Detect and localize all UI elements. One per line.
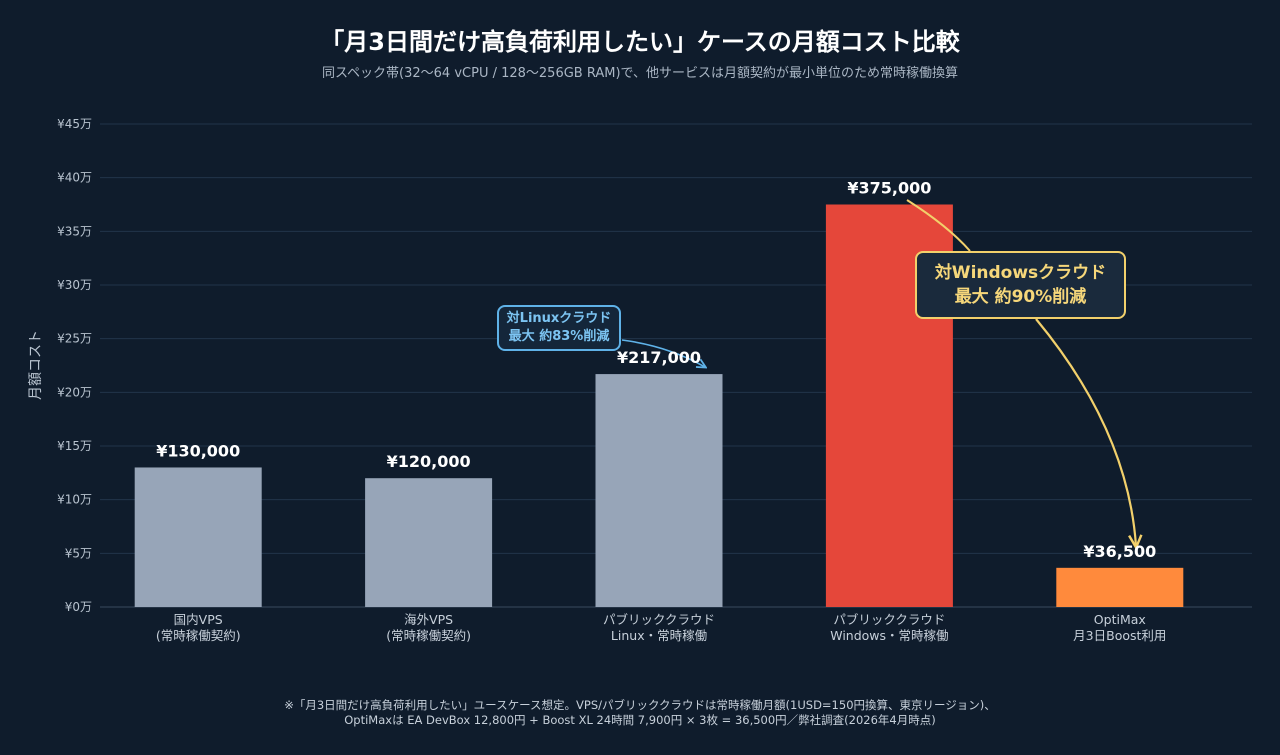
y-tick-label: ¥25万 [57,332,92,346]
y-tick-label: ¥40万 [57,171,92,185]
linux-callout-line1: 対Linuxクラウド [506,311,612,326]
y-tick-label: ¥30万 [57,278,92,292]
y-tick-label: ¥10万 [57,493,92,507]
footnote-line2: OptiMaxは EA DevBox 12,800円 + Boost XL 24… [344,713,936,727]
x-tick-label: Windows・常時稼働 [830,628,948,643]
y-axis-label: 月額コスト [28,330,44,400]
x-tick-label: OptiMax [1094,612,1146,627]
windows-annotation-arrow [1035,318,1136,546]
y-tick-label: ¥35万 [57,224,92,238]
windows-annotation-arrow-top [906,199,971,252]
footnote: ※「月3日間だけ高負荷利用したい」ユースケース想定。VPS/パブリッククラウドは… [0,698,1280,728]
y-tick-label: ¥45万 [57,117,92,131]
bar-value-label: ¥217,000 [617,348,701,367]
x-tick-label: 月3日Boost利用 [1073,628,1166,643]
x-tick-label: 国内VPS [174,612,223,627]
windows-callout-line2: 最大 約90%削減 [954,287,1087,307]
x-tick-label: Linux・常時稼働 [611,628,707,643]
y-tick-label: ¥20万 [57,385,92,399]
y-tick-label: ¥15万 [57,439,92,453]
bar [134,467,262,607]
linux-callout-line2: 最大 約83%削減 [508,329,610,344]
x-tick-label: 海外VPS [404,612,453,627]
chart-subtitle: 同スペック帯(32〜64 vCPU / 128〜256GB RAM)で、他サービ… [321,66,959,81]
bar-value-label: ¥36,500 [1083,542,1156,561]
x-tick-label: パブリッククラウド [833,612,945,627]
x-tick-label: パブリッククラウド [603,612,715,627]
bar-value-label: ¥375,000 [847,179,931,198]
y-tick-label: ¥0万 [65,600,92,614]
bar-value-label: ¥120,000 [387,452,471,471]
linux-annotation-arrow [621,339,705,367]
windows-savings-callout: 対Windowsクラウド 最大 約90%削減 [915,251,1126,319]
y-tick-label: ¥5万 [65,546,92,560]
linux-savings-callout: 対Linuxクラウド 最大 約83%削減 [497,305,621,351]
windows-callout-line1: 対Windowsクラウド [934,263,1107,283]
bar [365,478,493,607]
bar [595,374,723,607]
x-tick-label: (常時稼働契約) [156,628,241,643]
bar [1056,567,1184,607]
x-tick-label: (常時稼働契約) [386,628,471,643]
bar-value-label: ¥130,000 [156,441,240,460]
footnote-line1: ※「月3日間だけ高負荷利用したい」ユースケース想定。VPS/パブリッククラウドは… [284,698,996,712]
chart-title: 「月3日間だけ高負荷利用したい」ケースの月額コスト比較 [320,28,960,56]
